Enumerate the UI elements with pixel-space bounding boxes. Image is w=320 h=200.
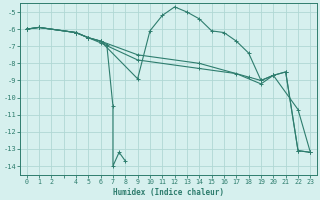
X-axis label: Humidex (Indice chaleur): Humidex (Indice chaleur) bbox=[113, 188, 224, 197]
